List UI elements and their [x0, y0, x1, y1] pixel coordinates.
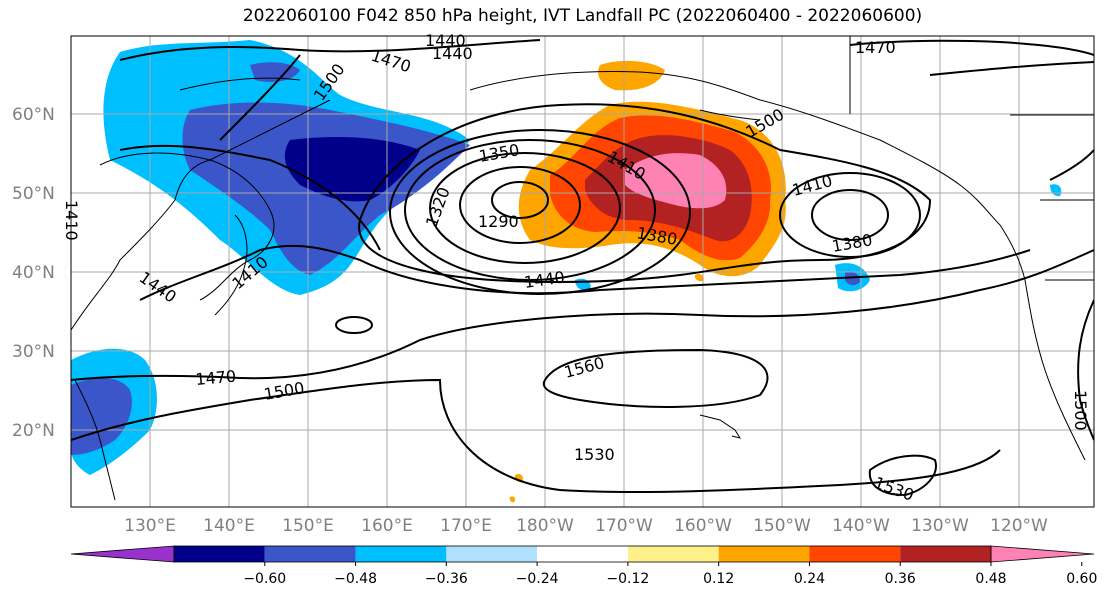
- lon-label-170e: 170°E: [440, 516, 492, 536]
- lat-label-20n: 20°N: [12, 421, 55, 441]
- contour-label-1470-sw: 1470: [195, 367, 237, 389]
- colorbar-tick-label: −0.60: [243, 571, 286, 587]
- colorbar-tick-label: −0.12: [606, 571, 649, 587]
- map-frame: [70, 35, 1095, 508]
- colorbar-tick-label: −0.24: [516, 571, 559, 587]
- lat-label-30n: 30°N: [12, 342, 55, 362]
- contour-label-1290-low: 1290: [478, 212, 519, 231]
- contour-label-1470-top-b: 1470: [855, 38, 896, 57]
- contour-label-1500-east: 1500: [1071, 390, 1090, 431]
- lon-label-160e: 160°E: [361, 516, 413, 536]
- colorbar-tick-label: −0.48: [334, 571, 377, 587]
- lat-label-40n: 40°N: [12, 263, 55, 283]
- colorbar-tick-label: 0.24: [794, 571, 825, 587]
- contour-label-1410-w: 1410: [62, 200, 81, 241]
- lon-label-120w: 120°W: [990, 516, 1048, 536]
- map-title: 2022060100 F042 850 hPa height, IVT Land…: [242, 6, 923, 26]
- lon-label-180w: 180°W: [516, 516, 574, 536]
- lon-label-140w: 140°W: [832, 516, 890, 536]
- colorbar-tick-label: 0.60: [1066, 571, 1097, 587]
- colorbar-extend-low: [70, 545, 175, 563]
- colorbar-cell: [627, 546, 719, 562]
- colorbar-cell: [264, 546, 356, 562]
- colorbar-tick-labels: −0.60 −0.48 −0.36 −0.24 −0.12 0.12 0.24 0.36 0.4…: [243, 571, 1097, 587]
- height-contours: [71, 39, 1094, 497]
- colorbar-ticks: [264, 562, 1083, 566]
- contour-label-1530-mid: 1530: [574, 445, 615, 464]
- colorbar-cell: [446, 546, 538, 562]
- coastlines: [71, 36, 1094, 501]
- colorbar-tick-label: 0.12: [703, 571, 734, 587]
- lon-label-130w: 130°W: [911, 516, 969, 536]
- contour-label-1440-top-a: 1440: [425, 31, 466, 50]
- lon-label-150w: 150°W: [753, 516, 811, 536]
- colorbar-cell: [718, 546, 810, 562]
- colorbar: −0.60 −0.48 −0.36 −0.24 −0.12 0.12 0.24 0.36 0.4…: [70, 545, 1097, 587]
- longitude-labels: 130°E 140°E 150°E 160°E 170°E 180°W 170°…: [124, 516, 1048, 536]
- colorbar-extend-high: [990, 545, 1095, 563]
- latitude-labels: 60°N 50°N 40°N 30°N 20°N: [12, 105, 55, 441]
- colorbar-cell: [355, 546, 447, 562]
- colorbar-tick-label: 0.48: [975, 571, 1006, 587]
- contour-label-1440-top-b: 1440: [432, 44, 473, 63]
- lat-label-60n: 60°N: [12, 105, 55, 125]
- lon-label-150e: 150°E: [282, 516, 334, 536]
- lon-label-160w: 160°W: [674, 516, 732, 536]
- colorbar-tick-label: −0.36: [425, 571, 468, 587]
- lon-label-170w: 170°W: [595, 516, 653, 536]
- colorbar-cell: [537, 546, 628, 562]
- ivt-positive-fill: [509, 60, 786, 503]
- colorbar-outline: [173, 545, 992, 563]
- lat-label-50n: 50°N: [12, 184, 55, 204]
- colorbar-cell: [809, 546, 901, 562]
- colorbar-cell: [900, 546, 991, 562]
- lon-label-130e: 130°E: [124, 516, 176, 536]
- lon-label-140e: 140°E: [203, 516, 255, 536]
- colorbar-cells: [70, 545, 1095, 563]
- colorbar-cell: [174, 546, 265, 562]
- colorbar-tick-label: 0.36: [885, 571, 916, 587]
